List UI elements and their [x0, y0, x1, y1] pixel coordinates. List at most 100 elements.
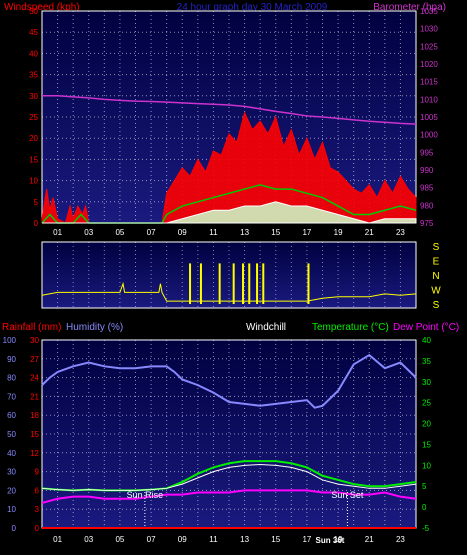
temp-x-tick-label: 11 [209, 535, 218, 544]
temperature-axis-title: Temperature (°C) [312, 322, 389, 333]
humidity-tick-label: 90 [7, 355, 16, 364]
rain-tick-label: 3 [35, 505, 40, 514]
rain-tick-label: 18 [30, 411, 39, 420]
temp-x-tick-label: 03 [84, 535, 93, 544]
humidity-tick-label: 30 [7, 468, 16, 477]
barometer-y-tick-label: 1010 [420, 95, 438, 104]
temperature-tick-label: 10 [422, 461, 431, 470]
wind-barometer-panel: 01 03 05 07 09 11 13 15 17 19 21 230510152025303540… [29, 7, 438, 237]
wind-x-tick-label: 13 [240, 228, 249, 237]
humidity-tick-label: 10 [7, 505, 16, 514]
temp-x-tick-label: 23 [396, 535, 405, 544]
wind-y-tick-label: 50 [29, 7, 38, 16]
humidity-tick-label: 50 [7, 430, 16, 439]
humidity-tick-label: 70 [7, 392, 16, 401]
humidity-tick-label: 0 [12, 524, 17, 533]
rain-tick-label: 15 [30, 430, 39, 439]
barometer-axis-title: Barometer (hpa) [373, 2, 446, 13]
temp-x-tick-label: 07 [147, 535, 156, 544]
barometer-y-tick-label: 1000 [420, 131, 438, 140]
barometer-y-tick-label: 1035 [420, 7, 438, 16]
humidity-line [41, 353, 417, 409]
temperature-tick-label: 25 [422, 399, 431, 408]
rain-tick-label: 6 [35, 486, 40, 495]
direction-tick-label: E [433, 257, 440, 268]
wind-x-tick-label: 11 [209, 228, 218, 237]
temperature-tick-label: 30 [422, 378, 431, 387]
windchill-label: Windchill [246, 322, 286, 333]
graph-title: 24 hour graph day 30 March 2009 [177, 2, 328, 13]
rain-tick-label: 27 [30, 355, 39, 364]
temperature-tick-label: 15 [422, 440, 431, 449]
temperature-tick-label: 20 [422, 420, 431, 429]
wind-y-tick-label: 40 [29, 49, 38, 58]
wind-y-tick-label: 25 [29, 113, 38, 122]
wind-x-tick-label: 19 [334, 228, 343, 237]
wind-x-tick-label: 01 [53, 228, 62, 237]
wind-x-tick-label: 07 [147, 228, 156, 237]
humidity-tick-label: 20 [7, 486, 16, 495]
rainfall-axis-title: Rainfall (mm) [2, 322, 61, 333]
direction-tick-label: W [431, 286, 441, 297]
rain-tick-label: 9 [35, 468, 40, 477]
wind-y-tick-label: 0 [34, 219, 39, 228]
direction-tick-label: S [433, 300, 440, 311]
humidity-tick-label: 60 [7, 411, 16, 420]
wind-x-tick-label: 09 [178, 228, 187, 237]
dewpoint-axis-title: Dew Point (°C) [393, 322, 459, 333]
barometer-y-tick-label: 1020 [420, 60, 438, 69]
wind-y-tick-label: 20 [29, 134, 38, 143]
humidity-axis-title: Humidity (%) [66, 322, 123, 333]
rain-tick-label: 12 [30, 449, 39, 458]
rain-tick-label: 0 [35, 524, 40, 533]
barometer-y-tick-label: 1015 [420, 78, 438, 87]
wind-y-tick-label: 10 [29, 177, 38, 186]
wind-y-tick-label: 35 [29, 71, 38, 80]
rain-tick-label: 24 [30, 374, 39, 383]
rain-tick-label: 30 [30, 336, 39, 345]
barometer-y-tick-label: 1030 [420, 25, 438, 34]
windchill-line [41, 463, 417, 491]
humidity-tick-label: 100 [3, 336, 17, 345]
wind-x-tick-label: 05 [115, 228, 124, 237]
wind-x-tick-label: 03 [84, 228, 93, 237]
temp-x-tick-label: 05 [115, 535, 124, 544]
direction-tick-label: N [432, 271, 439, 282]
average-line [41, 184, 417, 224]
humidity-tick-label: 40 [7, 449, 16, 458]
barometer-y-tick-label: 990 [420, 166, 434, 175]
barometer-y-tick-label: 975 [420, 219, 434, 228]
direction-tick-label: S [433, 242, 440, 253]
gust-area [41, 111, 417, 224]
barometer-y-tick-label: 985 [420, 184, 434, 193]
wind-x-tick-label: 23 [396, 228, 405, 237]
barometer-y-tick-label: 1025 [420, 42, 438, 51]
sun-set-time: Sun 36t [316, 536, 345, 545]
wind-y-tick-label: 15 [29, 155, 38, 164]
wind-x-tick-label: 21 [365, 228, 374, 237]
temp-x-tick-label: 13 [240, 535, 249, 544]
temp-x-tick-label: 01 [53, 535, 62, 544]
wind-y-tick-label: 5 [34, 198, 39, 207]
wind-y-tick-label: 30 [29, 92, 38, 101]
temp-x-tick-label: 17 [302, 535, 311, 544]
wind-axis-title: Windspeed (kph) [4, 2, 80, 13]
barometer-y-tick-label: 1005 [420, 113, 438, 122]
temperature-tick-label: -5 [422, 524, 430, 533]
temperature-tick-label: 5 [422, 482, 427, 491]
barometer-line [42, 95, 417, 125]
temp-x-tick-label: 21 [365, 535, 374, 544]
dew-point-line [41, 489, 417, 504]
wind-x-tick-label: 17 [302, 228, 311, 237]
temperature-tick-label: 0 [422, 503, 427, 512]
temp-x-tick-label: 15 [271, 535, 280, 544]
sun-set-label: Sun Set [331, 490, 364, 500]
temp-x-tick-label: 09 [178, 535, 187, 544]
wind-x-tick-label: 15 [271, 228, 280, 237]
temperature-tick-label: 35 [422, 357, 431, 366]
rain-tick-label: 21 [30, 392, 39, 401]
wind-y-tick-label: 45 [29, 28, 38, 37]
sun-rise-label: Sun Rise [127, 490, 164, 500]
